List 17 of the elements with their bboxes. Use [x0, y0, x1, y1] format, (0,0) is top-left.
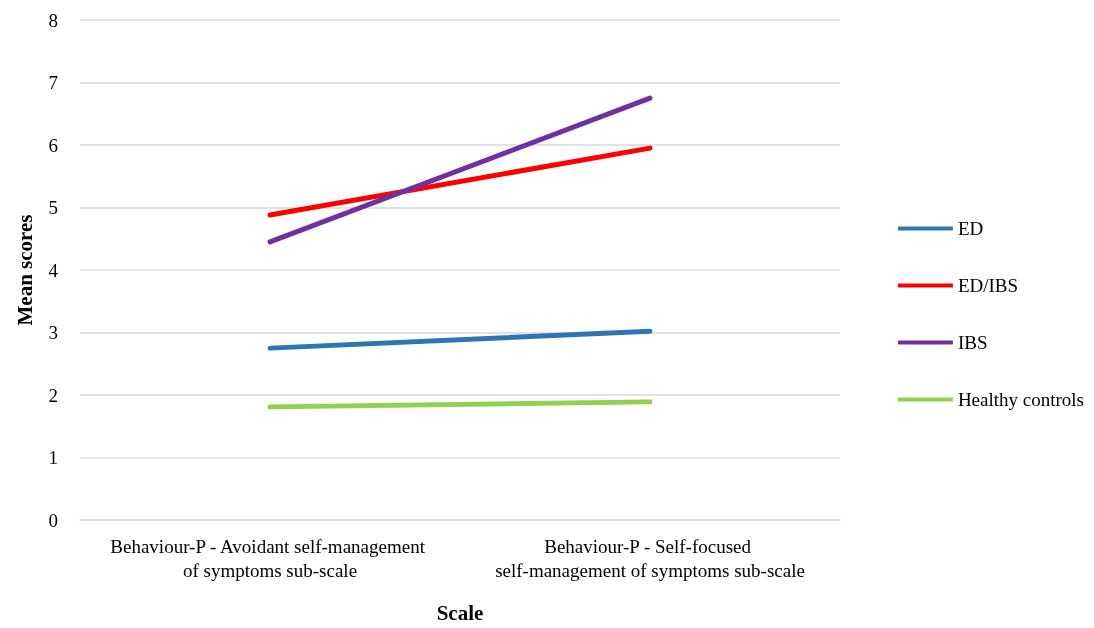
y-tick-label: 4	[48, 259, 59, 281]
legend-label: Healthy controls	[957, 389, 1084, 410]
y-tick-label: 3	[48, 322, 58, 343]
legend-label: IBS	[957, 332, 988, 353]
y-tick-label: 2	[48, 384, 58, 406]
y-tick-label: 8	[48, 9, 58, 31]
x-axis-title: Scale	[436, 600, 484, 625]
y-tick-label: 6	[48, 134, 58, 156]
y-tick-label: 0	[48, 509, 58, 531]
legend-label: ED	[957, 218, 984, 239]
y-axis-title: Mean scores	[12, 214, 37, 326]
y-tick-label: 7	[48, 72, 58, 93]
y-tick-label: 1	[48, 447, 58, 468]
x-tick-label: Behaviour-P - Self-focused self-management of symptoms sub-scale	[495, 535, 805, 581]
y-tick-label: 5	[48, 197, 58, 218]
legend-label: ED/IBS	[957, 275, 1019, 296]
x-tick-label: Behaviour-P - Avoidant self-management of symptoms sub-scale	[110, 535, 430, 581]
